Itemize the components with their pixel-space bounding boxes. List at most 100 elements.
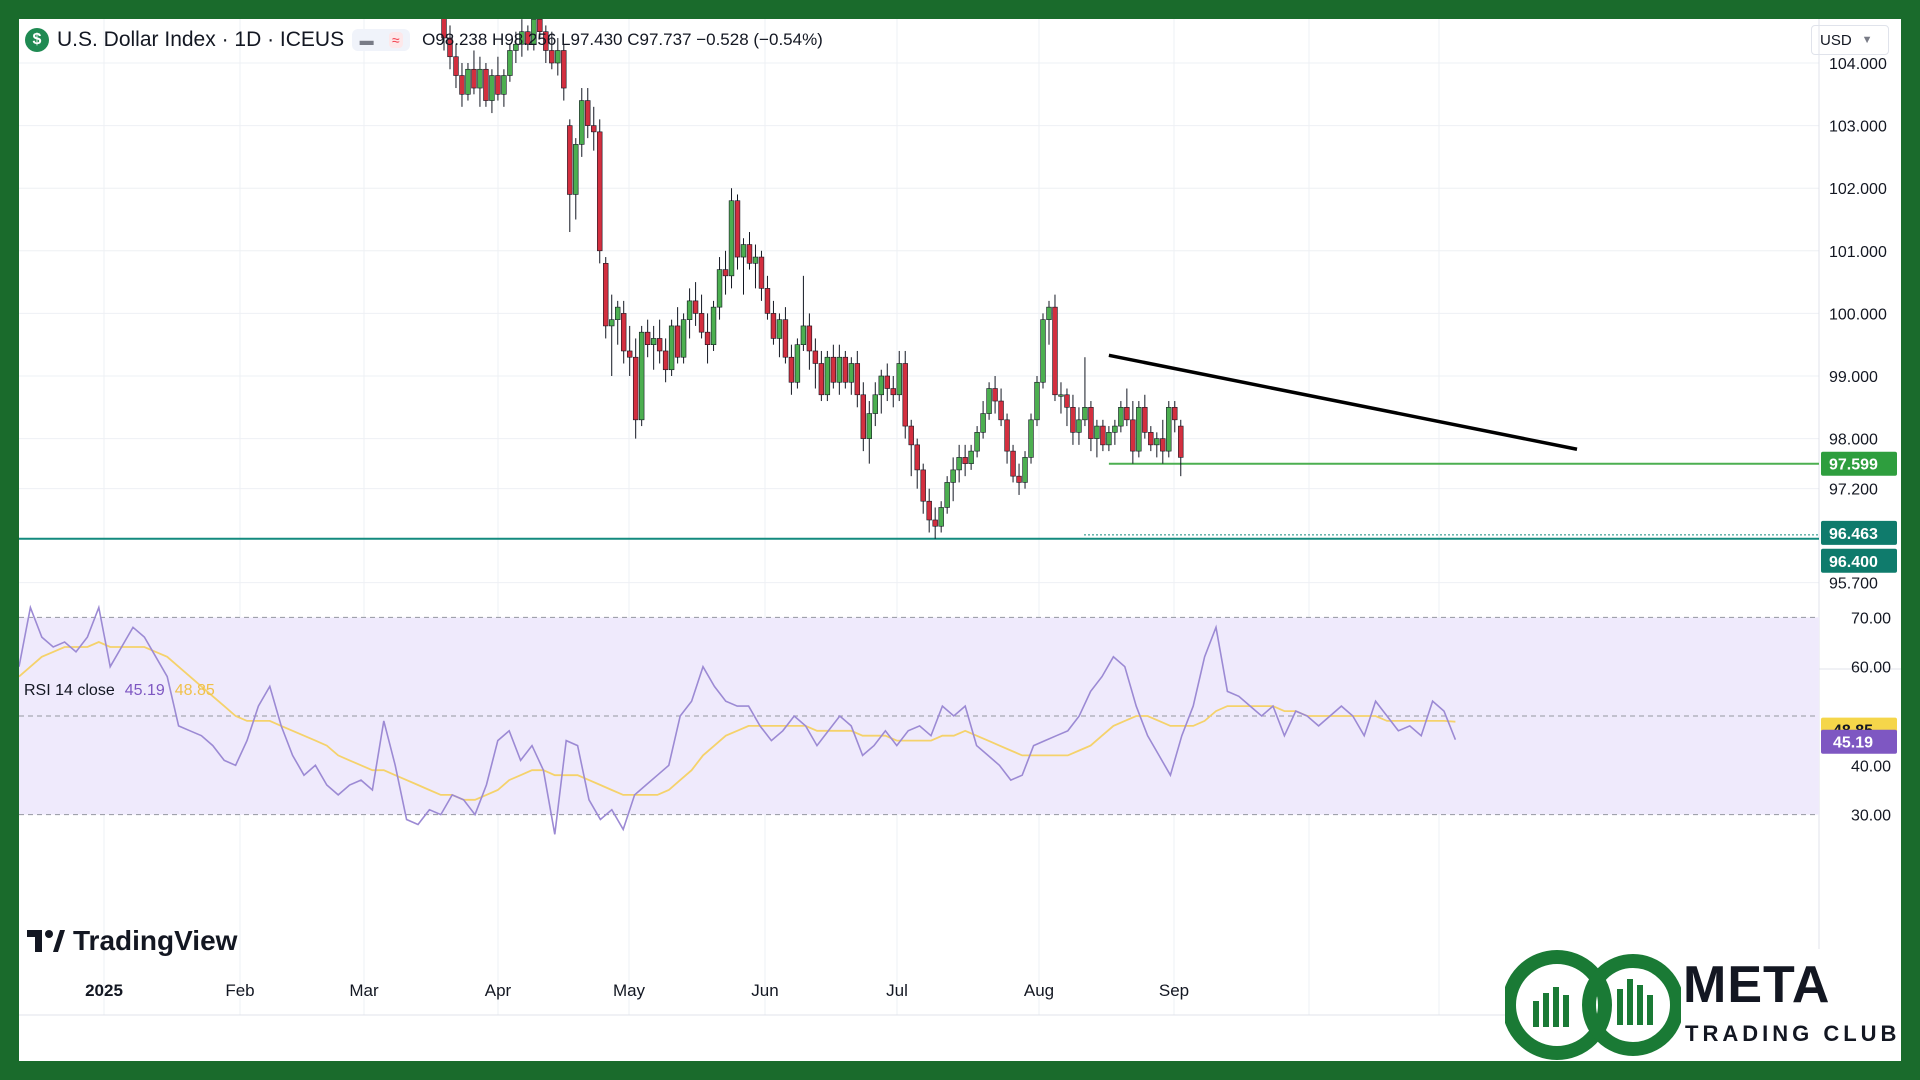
candle-body	[615, 306, 621, 320]
rsi-tick-label: 30.00	[1851, 808, 1891, 825]
candle-body	[740, 244, 747, 258]
candle-body	[704, 331, 711, 345]
dollar-icon[interactable]: $	[25, 28, 49, 52]
candle-body	[842, 356, 849, 383]
chart-canvas[interactable]: 104.000 103.000 102.000 101.000 100.000 99.00…	[19, 19, 1901, 1061]
candle-body	[1100, 425, 1106, 446]
wave-icon[interactable]: ≈	[388, 32, 403, 48]
candle-body	[609, 319, 615, 327]
candle-body	[920, 469, 926, 502]
candle-body	[908, 425, 914, 446]
candle-body	[818, 363, 825, 396]
candle-body	[471, 68, 477, 89]
candle-body	[830, 356, 837, 383]
candle-body	[573, 144, 579, 195]
candle-body	[764, 288, 771, 314]
candle-body	[974, 432, 980, 452]
candle-body	[650, 338, 657, 346]
candle-body	[1106, 432, 1112, 446]
candle-body	[579, 100, 585, 145]
candle-body	[692, 300, 699, 314]
chevron-down-icon: ▼	[1861, 34, 1873, 46]
candle-body	[956, 457, 962, 471]
price-tick-label: 97.200	[1829, 482, 1878, 499]
meta-wordmark: META	[1683, 956, 1831, 1014]
candle-body	[686, 300, 693, 320]
chart-frame: 104.000 103.000 102.000 101.000 100.000 99.00…	[19, 19, 1901, 1061]
candle-body	[980, 413, 986, 433]
candle-body	[932, 519, 938, 527]
candle-body	[806, 325, 813, 352]
candle-body	[483, 68, 489, 101]
candle-body	[1016, 475, 1022, 483]
meta-trading-club-logo: META TRADING CLUB	[1502, 949, 1901, 1061]
meta-infinity-icon	[1502, 950, 1684, 1060]
symbol-title[interactable]: U.S. Dollar Index · 1D · ICEUS	[57, 28, 345, 51]
candle-body	[525, 31, 531, 45]
rsi-line	[19, 604, 1457, 835]
candle-body	[543, 31, 549, 51]
candle-body	[866, 413, 872, 439]
candle-body	[968, 450, 974, 464]
rsi-value: 45.19	[124, 682, 165, 699]
candle-body	[950, 469, 956, 483]
candle-body	[1004, 419, 1010, 452]
candle-body	[1136, 406, 1142, 452]
candle-body	[662, 350, 669, 371]
candle-body	[728, 200, 735, 277]
candle-body	[537, 19, 543, 33]
candle-body	[680, 319, 687, 358]
candle-body	[489, 75, 495, 101]
visibility-toggle[interactable]: ▬ ≈	[352, 29, 411, 51]
price-tick-label: 104.000	[1829, 56, 1887, 73]
candle-body	[638, 331, 645, 421]
candle-body	[752, 256, 759, 264]
time-tick-label: May	[613, 981, 646, 1000]
candle-body	[1112, 425, 1118, 433]
candle-body	[710, 306, 717, 346]
candle-body	[1064, 394, 1070, 408]
price-badge	[1821, 520, 1897, 545]
candle-body	[698, 313, 705, 333]
candle-body	[1028, 419, 1034, 458]
minus-icon[interactable]: ▬	[359, 32, 374, 48]
price-tick-label: 100.000	[1829, 306, 1887, 323]
candle-body	[1166, 406, 1172, 452]
descending-trendline	[1108, 353, 1578, 451]
rsi-label: RSI 14 close	[24, 682, 115, 699]
candle-body	[561, 50, 567, 89]
candle-body	[770, 313, 777, 339]
candle-body	[591, 125, 597, 133]
candle-body	[944, 482, 950, 508]
candle-body	[632, 356, 639, 421]
candle-body	[620, 313, 627, 352]
chart-header: $ U.S. Dollar Index · 1D · ICEUS ▬ ≈ O98…	[25, 27, 823, 53]
time-tick-label: 2025	[85, 981, 123, 1000]
candle-body	[1034, 381, 1040, 421]
rsi-tick-label: 60.00	[1851, 660, 1891, 677]
currency-select[interactable]: USD ▼	[1811, 25, 1889, 55]
candle-body	[1040, 319, 1046, 383]
candle-body	[758, 256, 765, 289]
rsi-ma-line	[19, 641, 1456, 801]
rsi-header[interactable]: RSI 14 close 45.19 48.85	[24, 682, 215, 700]
candle-body	[656, 338, 663, 352]
candle-body	[668, 325, 675, 371]
candle-body	[507, 50, 513, 76]
candle-body	[1094, 425, 1100, 439]
candle-body	[1058, 394, 1064, 397]
candle-body	[992, 388, 998, 402]
tradingview-icon	[27, 930, 65, 952]
candle-body	[1178, 425, 1184, 458]
candle-body	[1076, 419, 1082, 433]
tradingview-logo[interactable]: TradingView	[27, 925, 237, 957]
price-tick-label: 95.700	[1829, 576, 1878, 593]
candle-body	[465, 68, 471, 95]
price-tick-label: 98.000	[1829, 432, 1878, 449]
candle-body	[644, 331, 651, 345]
candle-body	[1130, 419, 1136, 452]
candle-body	[812, 350, 819, 364]
time-tick-label: Jul	[886, 981, 908, 1000]
candle-body	[1010, 450, 1016, 477]
rsi-badge	[1821, 729, 1897, 754]
